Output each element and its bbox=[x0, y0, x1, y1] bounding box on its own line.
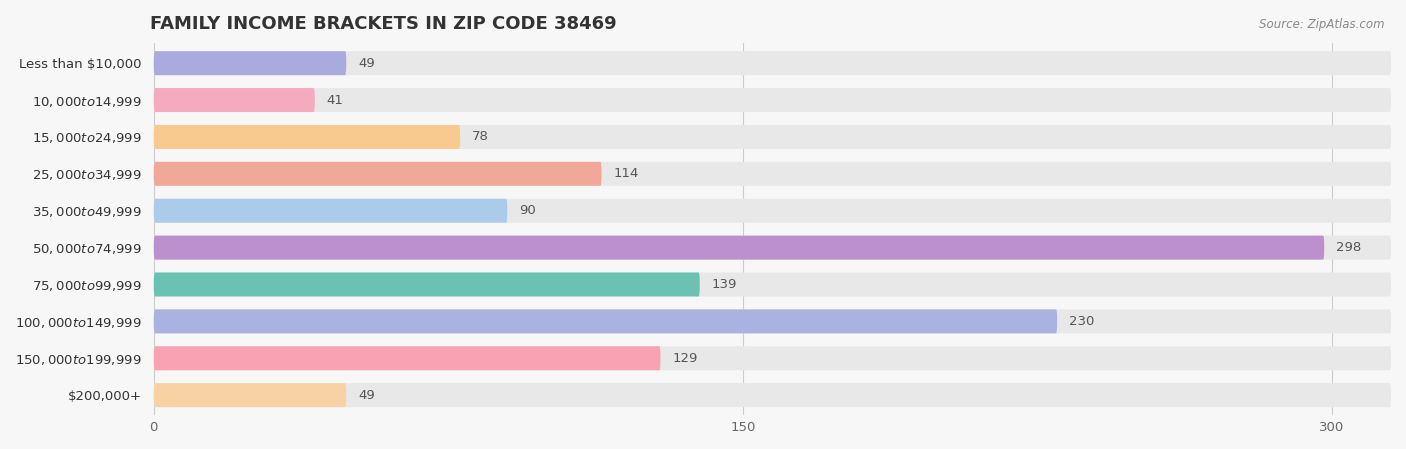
FancyBboxPatch shape bbox=[153, 88, 315, 112]
FancyBboxPatch shape bbox=[153, 346, 661, 370]
FancyBboxPatch shape bbox=[153, 199, 1391, 223]
FancyBboxPatch shape bbox=[153, 88, 1391, 112]
Text: FAMILY INCOME BRACKETS IN ZIP CODE 38469: FAMILY INCOME BRACKETS IN ZIP CODE 38469 bbox=[150, 15, 616, 33]
Text: 114: 114 bbox=[613, 167, 638, 180]
FancyBboxPatch shape bbox=[153, 236, 1391, 260]
Text: 90: 90 bbox=[519, 204, 536, 217]
FancyBboxPatch shape bbox=[153, 346, 1391, 370]
FancyBboxPatch shape bbox=[153, 162, 1391, 186]
Text: 129: 129 bbox=[672, 352, 697, 365]
FancyBboxPatch shape bbox=[153, 309, 1391, 333]
Text: 41: 41 bbox=[326, 93, 343, 106]
Text: 78: 78 bbox=[472, 131, 489, 143]
FancyBboxPatch shape bbox=[153, 199, 508, 223]
Text: 49: 49 bbox=[359, 389, 375, 402]
FancyBboxPatch shape bbox=[153, 309, 1057, 333]
Text: 139: 139 bbox=[711, 278, 737, 291]
FancyBboxPatch shape bbox=[153, 273, 700, 296]
FancyBboxPatch shape bbox=[153, 273, 1391, 296]
Text: Source: ZipAtlas.com: Source: ZipAtlas.com bbox=[1260, 18, 1385, 31]
FancyBboxPatch shape bbox=[153, 125, 1391, 149]
Text: 49: 49 bbox=[359, 57, 375, 70]
Text: 230: 230 bbox=[1069, 315, 1094, 328]
FancyBboxPatch shape bbox=[153, 162, 602, 186]
FancyBboxPatch shape bbox=[153, 51, 346, 75]
FancyBboxPatch shape bbox=[153, 51, 1391, 75]
FancyBboxPatch shape bbox=[153, 236, 1324, 260]
FancyBboxPatch shape bbox=[153, 383, 1391, 407]
Text: 298: 298 bbox=[1336, 241, 1361, 254]
FancyBboxPatch shape bbox=[153, 125, 460, 149]
FancyBboxPatch shape bbox=[153, 383, 346, 407]
